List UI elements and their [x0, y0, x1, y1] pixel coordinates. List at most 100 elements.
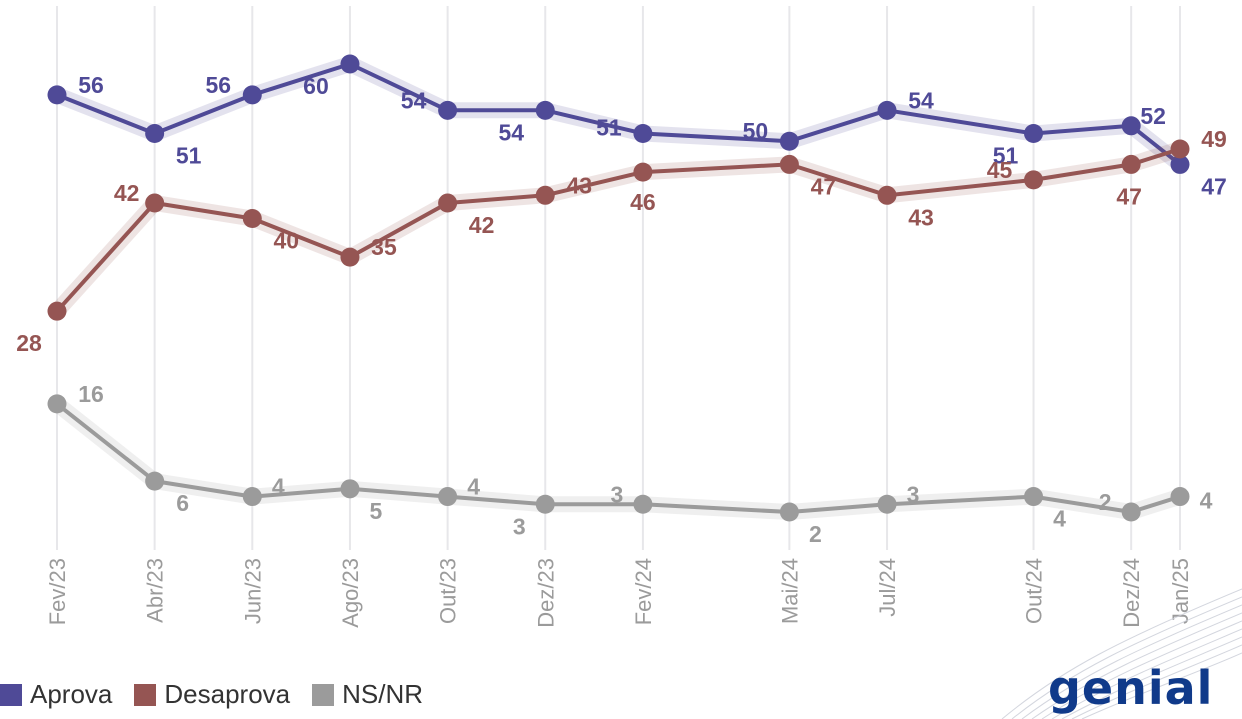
- data-point: [633, 162, 653, 182]
- data-label: 4: [467, 474, 480, 500]
- data-label: 4: [1200, 488, 1213, 514]
- data-point: [1024, 124, 1044, 144]
- decorative-wave-lines: [1001, 588, 1242, 719]
- data-label: 5: [370, 498, 383, 524]
- data-label: 54: [401, 87, 427, 113]
- x-tick-label: Out/23: [436, 558, 461, 624]
- series-line-0: [55, 62, 1182, 167]
- x-tick-label: Abr/23: [143, 558, 168, 623]
- data-label: 3: [907, 481, 920, 507]
- data-point: [779, 131, 799, 151]
- data-point: [1024, 170, 1044, 190]
- data-point: [1170, 154, 1190, 174]
- data-label: 4: [272, 474, 285, 500]
- legend: Aprova Desaprova NS/NR: [0, 679, 445, 710]
- legend-label-aprova: Aprova: [30, 679, 113, 709]
- data-label: 46: [630, 189, 656, 215]
- data-label: 49: [1201, 126, 1227, 152]
- data-point: [242, 208, 262, 228]
- data-point: [242, 487, 262, 507]
- brand-name: genial: [1048, 661, 1214, 715]
- data-label: 50: [743, 118, 769, 144]
- data-point: [1121, 502, 1141, 522]
- data-label: 35: [371, 234, 397, 260]
- data-point: [47, 85, 67, 105]
- data-label: 47: [1201, 173, 1227, 199]
- legend-item-desaprova: Desaprova: [134, 679, 290, 710]
- data-label: 2: [1099, 489, 1112, 515]
- data-point: [535, 100, 555, 120]
- data-point: [145, 124, 165, 144]
- data-label: 60: [303, 73, 329, 99]
- legend-swatch-desaprova: [134, 683, 157, 706]
- legend-label-nsnr: NS/NR: [342, 679, 424, 709]
- data-label: 28: [16, 330, 42, 356]
- data-label: 16: [78, 381, 104, 407]
- data-label: 43: [566, 172, 592, 198]
- x-tick-label: Fev/24: [631, 558, 656, 625]
- data-point: [438, 100, 458, 120]
- data-label: 43: [908, 204, 934, 230]
- data-point: [535, 185, 555, 205]
- data-point: [145, 471, 165, 491]
- data-point: [779, 154, 799, 174]
- data-label: 4: [1053, 506, 1066, 532]
- data-label: 56: [206, 72, 232, 98]
- legend-item-nsnr: NS/NR: [312, 679, 423, 710]
- legend-item-aprova: Aprova: [0, 679, 112, 710]
- data-point: [340, 54, 360, 74]
- data-point: [877, 185, 897, 205]
- data-point: [1024, 487, 1044, 507]
- data-label: 51: [596, 115, 622, 141]
- data-point: [1170, 139, 1190, 159]
- data-label: 47: [811, 173, 837, 199]
- data-label: 54: [908, 87, 934, 113]
- data-point: [877, 100, 897, 120]
- x-tick-label: Jun/23: [240, 558, 265, 624]
- data-point: [438, 487, 458, 507]
- data-label: 42: [469, 212, 495, 238]
- data-label: 2: [809, 521, 822, 547]
- data-point: [145, 193, 165, 213]
- data-point: [1121, 116, 1141, 136]
- data-point: [1121, 154, 1141, 174]
- data-point: [47, 394, 67, 414]
- data-label: 3: [513, 513, 526, 539]
- data-point: [633, 124, 653, 144]
- data-point: [438, 193, 458, 213]
- data-point: [877, 494, 897, 514]
- data-point: [340, 479, 360, 499]
- data-label: 56: [78, 72, 104, 98]
- x-tick-label: Dez/23: [533, 558, 558, 628]
- data-label: 40: [274, 227, 300, 253]
- data-point: [47, 301, 67, 321]
- series-line-2: [55, 401, 1182, 514]
- data-label: 52: [1140, 103, 1166, 129]
- data-label: 42: [114, 180, 140, 206]
- x-tick-label: Dez/24: [1119, 558, 1144, 628]
- data-label: 45: [987, 157, 1013, 183]
- data-point: [1170, 487, 1190, 507]
- brand-logo: genial: [982, 579, 1242, 719]
- data-point: [340, 247, 360, 267]
- data-point: [633, 494, 653, 514]
- legend-swatch-aprova: [0, 683, 22, 706]
- data-point: [779, 502, 799, 522]
- x-tick-label: Jan/25: [1168, 558, 1193, 624]
- data-label: 47: [1116, 183, 1142, 209]
- data-label: 54: [498, 119, 524, 145]
- x-tick-label: Out/24: [1022, 558, 1047, 624]
- series-line-1: [55, 147, 1182, 314]
- legend-swatch-nsnr: [312, 683, 335, 706]
- data-point: [242, 85, 262, 105]
- data-label: 51: [176, 143, 202, 169]
- data-label: 3: [611, 481, 624, 507]
- legend-label-desaprova: Desaprova: [164, 679, 291, 709]
- data-label: 6: [176, 490, 189, 516]
- x-tick-label: Fev/23: [45, 558, 70, 625]
- x-tick-label: Ago/23: [338, 558, 363, 628]
- data-point: [535, 494, 555, 514]
- data-label: 51: [993, 143, 1019, 169]
- x-tick-label: Mai/24: [777, 558, 802, 624]
